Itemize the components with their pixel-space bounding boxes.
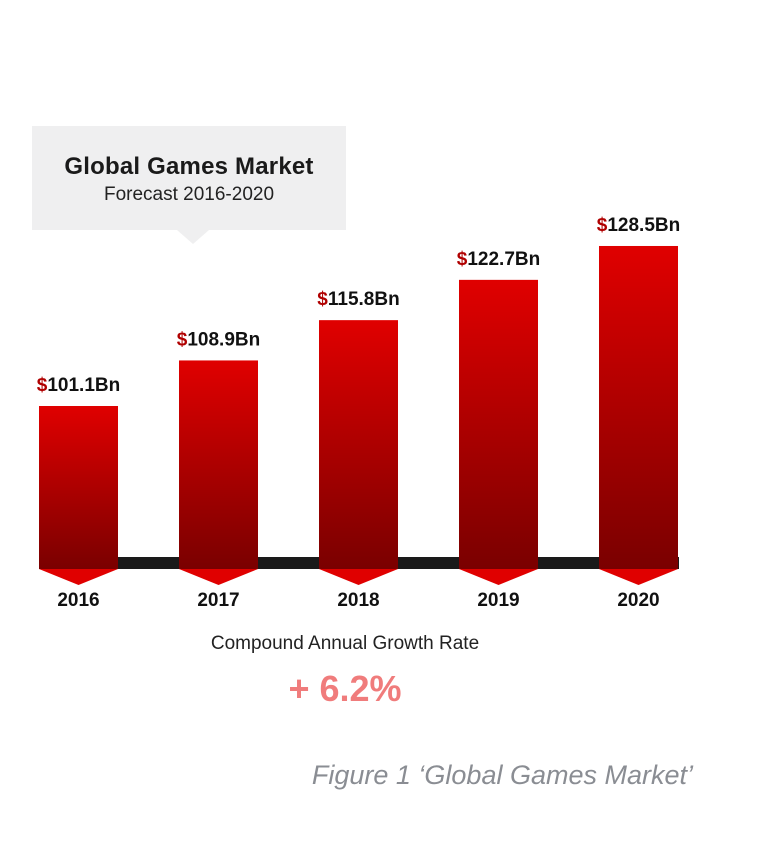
data-label-2016: $101.1Bn <box>37 375 120 396</box>
bar-pointer-2019 <box>459 569 538 585</box>
bar-2017 <box>179 360 258 569</box>
bar-2019 <box>459 279 538 569</box>
x-tick-2020: 2020 <box>617 590 659 611</box>
bar-2020 <box>599 245 678 569</box>
x-tick-2018: 2018 <box>337 590 379 611</box>
data-label-2020: $128.5Bn <box>597 215 680 236</box>
cagr-label: Compound Annual Growth Rate <box>210 633 480 654</box>
bar-pointer-2017 <box>179 569 258 585</box>
bar-2018 <box>319 320 398 569</box>
bar-pointer-2020 <box>599 569 678 585</box>
data-label-2019: $122.7Bn <box>457 249 540 270</box>
cagr-value: + 6.2% <box>288 668 402 709</box>
x-tick-2016: 2016 <box>57 590 99 611</box>
chart-title: Global Games Market <box>64 153 314 180</box>
bar-pointer-2018 <box>319 569 398 585</box>
x-tick-2017: 2017 <box>197 590 239 611</box>
bar-chart: $101.1Bn 2016 $108.9Bn 2017 $115.8Bn 2018 $122… <box>37 215 680 611</box>
chart-subtitle: Forecast 2016-2020 <box>103 184 275 205</box>
data-label-2018: $115.8Bn <box>317 289 399 310</box>
chart-title-box: Global Games Market Forecast 2016-2020 <box>32 126 346 244</box>
figure-caption: Figure 1 ‘Global Games Market’ <box>311 760 693 790</box>
bar-pointer-2016 <box>39 569 118 585</box>
x-tick-2019: 2019 <box>477 590 519 611</box>
data-label-2017: $108.9Bn <box>177 329 260 350</box>
bar-2016 <box>39 406 118 569</box>
